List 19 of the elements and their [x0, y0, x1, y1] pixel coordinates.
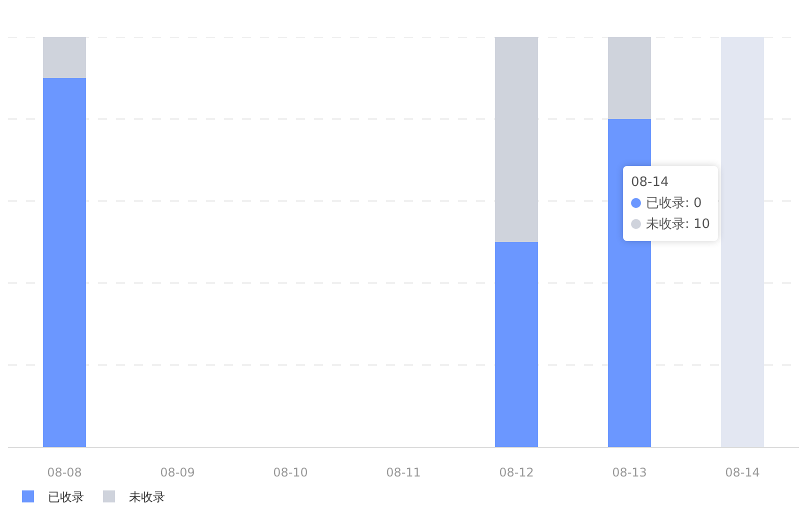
- bar: [495, 242, 538, 447]
- annotation: 未收录: 10: [646, 217, 710, 232]
- annotation: 已收录: 0: [646, 196, 702, 212]
- x-tick-label: 08-11: [386, 465, 421, 480]
- bar: [43, 37, 86, 78]
- bar: [721, 37, 764, 447]
- x-tick-label: 08-08: [47, 465, 82, 480]
- legend-label: 未收录: [129, 490, 165, 504]
- legend-label: 已收录: [48, 490, 84, 504]
- bar: [608, 37, 651, 119]
- x-tick-label: 08-13: [612, 465, 647, 480]
- x-tick-label: 08-09: [160, 465, 195, 480]
- x-tick-label: 08-10: [273, 465, 308, 480]
- x-tick-label: 08-12: [499, 465, 534, 480]
- bar: [43, 78, 86, 447]
- annotation: 08-14: [631, 175, 669, 190]
- x-tick-label: 08-14: [725, 465, 760, 480]
- bar: [495, 37, 538, 242]
- tooltip-box: 08-14 已收录: 0 未收录: 10: [623, 166, 718, 242]
